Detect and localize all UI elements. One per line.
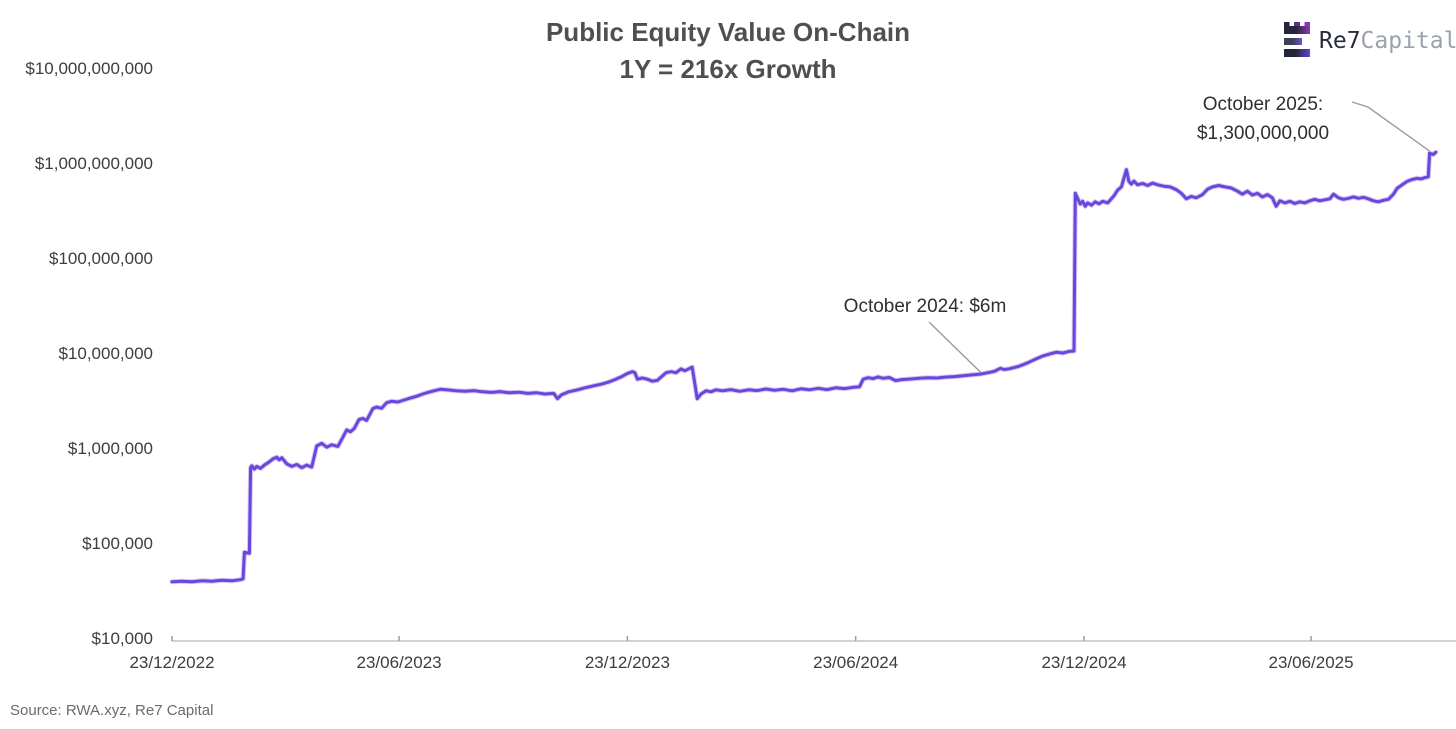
x-tick-label: 23/12/2023 — [585, 653, 670, 672]
series-line — [170, 150, 1438, 584]
leader-line-october-2025 — [1351, 101, 1431, 152]
annotation-october-2024-text: October 2024: $6m — [843, 296, 1007, 317]
chart-title: Public Equity Value On-Chain — [545, 17, 911, 47]
re7-capital-logo: Re7Capital — [1284, 22, 1456, 60]
leader-line-october-2024 — [928, 321, 981, 373]
logo-text-re7: Re7 — [1319, 28, 1361, 54]
y-tick-label: $10,000 — [92, 629, 153, 648]
series-line-layer — [169, 149, 1439, 585]
annotation-leader-lines — [928, 101, 1431, 373]
x-tick-label: 23/12/2024 — [1041, 653, 1126, 672]
y-tick-label: $10,000,000,000 — [25, 59, 153, 78]
y-tick-label: $100,000,000 — [49, 249, 153, 268]
y-tick-label: $100,000 — [82, 534, 153, 553]
logo-wordmark: Re7Capital — [1319, 28, 1456, 54]
annotation-october-2024: October 2024: $6m — [785, 292, 1065, 321]
x-tick-label: 23/06/2023 — [357, 653, 442, 672]
castle-rook-bars-icon — [1284, 22, 1310, 57]
y-tick-label: $1,000,000,000 — [35, 154, 153, 173]
chart-subtitle: 1Y = 216x Growth — [619, 54, 837, 84]
source-note: Source: RWA.xyz, Re7 Capital — [10, 702, 214, 719]
x-tick-label: 23/06/2025 — [1269, 653, 1354, 672]
y-tick-label: $10,000,000 — [58, 344, 153, 363]
x-tick-label: 23/12/2022 — [129, 653, 214, 672]
series-line-halo — [169, 149, 1439, 585]
chart-title-block: Public Equity Value On-Chain 1Y = 216x G… — [0, 14, 1456, 88]
annotation-october-2025-line2: $1,300,000,000 — [1196, 123, 1330, 144]
axis-layer: 23/12/2022 23/06/2023 23/12/2023 23/06/2024… — [25, 59, 1456, 672]
x-tick-label: 23/06/2024 — [813, 653, 898, 672]
y-tick-label: $1,000,000 — [68, 439, 153, 458]
annotation-october-2025-line1: October 2025: — [1202, 94, 1324, 115]
annotation-october-2025: October 2025: $1,300,000,000 — [1143, 90, 1383, 148]
logo-text-capital: Capital — [1360, 28, 1456, 54]
